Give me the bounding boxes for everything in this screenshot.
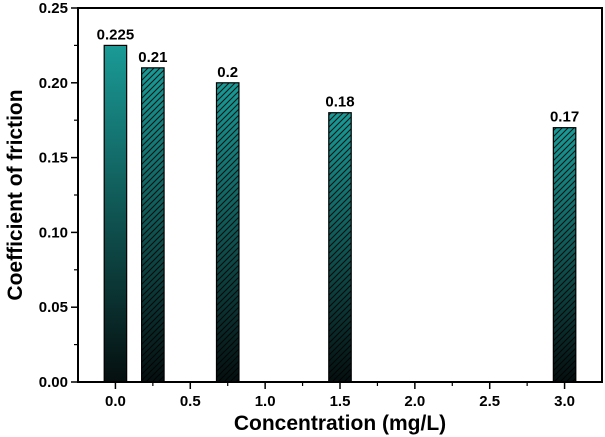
x-tick-label: 0.0 [105,393,126,410]
y-tick-label: 0.10 [39,224,68,241]
x-tick-label: 0.5 [180,393,201,410]
x-tick-label: 1.0 [255,393,276,410]
bar-hatch [553,127,576,383]
y-tick-label: 0.25 [39,0,68,17]
bars-layer [103,44,577,383]
bar-value-label: 0.18 [325,94,354,111]
bar-3 [328,112,352,383]
bar-0 [103,44,128,383]
ticks-layer: 0.0 0.5 1.0 1.5 2.0 2.5 3.0 0.00 0.05 0.10 0.15 0.2… [39,0,575,410]
x-tick-label: 1.5 [330,393,351,410]
bar-value-label: 0.21 [138,49,167,66]
x-tick-label: 2.0 [404,393,425,410]
y-axis-title: Coefficient of friction [4,89,27,300]
bar-2 [215,82,240,383]
bar-value-label: 0.2 [217,64,238,81]
bar-1 [141,67,165,383]
bar-hatch [216,82,239,383]
x-tick-label: 3.0 [554,393,575,410]
y-tick-label: 0.20 [39,75,68,92]
y-tick-label: 0.15 [39,150,68,167]
bar-hatch [141,67,165,382]
bar-4 [552,127,577,383]
bar-value-label: 0.225 [97,26,135,43]
y-tick-label: 0.05 [39,299,68,316]
y-tick-label: 0.00 [39,374,68,391]
x-tick-label: 2.5 [479,393,500,410]
bar-value-label: 0.17 [550,109,579,126]
bar-hatch [328,112,352,382]
bar-fill [104,45,127,383]
x-axis-title: Concentration (mg/L) [234,412,446,435]
